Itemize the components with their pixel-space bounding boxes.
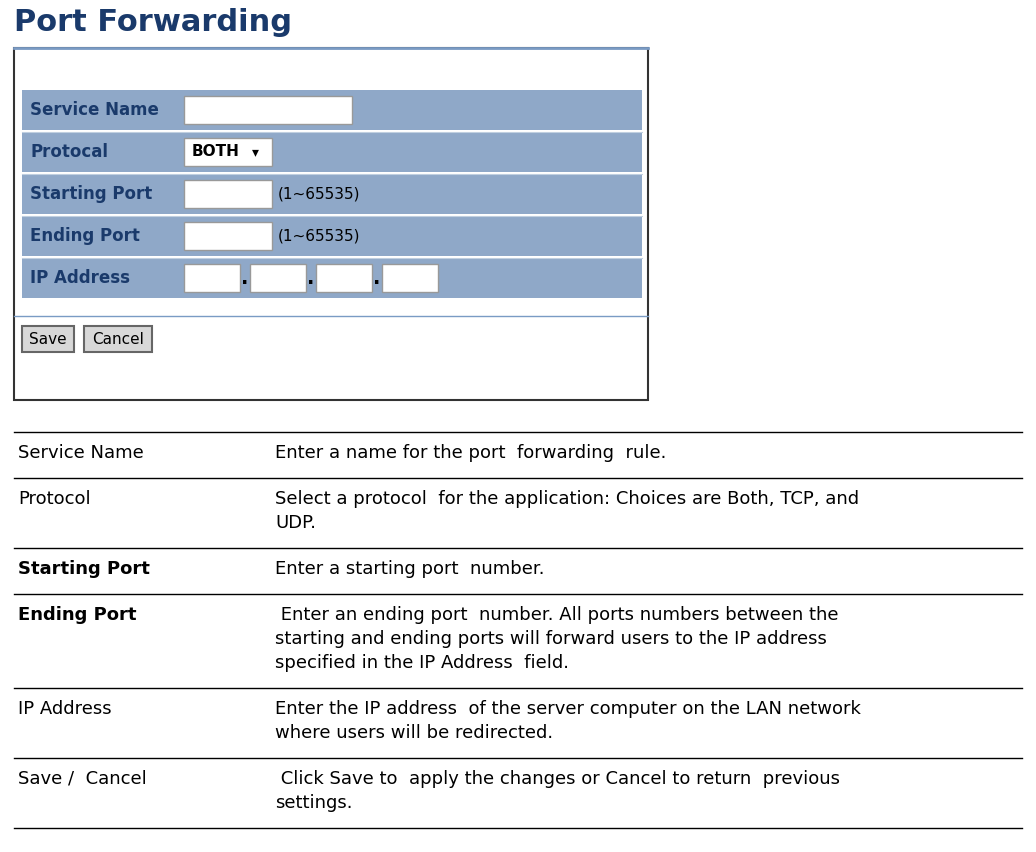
Text: starting and ending ports will forward users to the IP address: starting and ending ports will forward u… xyxy=(275,630,827,648)
Text: Starting Port: Starting Port xyxy=(18,560,150,578)
Text: Enter the IP address  of the server computer on the LAN network: Enter the IP address of the server compu… xyxy=(275,699,861,717)
FancyBboxPatch shape xyxy=(22,174,642,214)
Text: Click Save to  apply the changes or Cancel to return  previous: Click Save to apply the changes or Cance… xyxy=(275,770,840,788)
Text: ▾: ▾ xyxy=(252,145,259,159)
Text: (1~65535): (1~65535) xyxy=(278,187,361,202)
FancyBboxPatch shape xyxy=(22,90,642,130)
Text: Protocal: Protocal xyxy=(30,143,108,161)
FancyBboxPatch shape xyxy=(184,264,240,292)
Text: Enter an ending port  number. All ports numbers between the: Enter an ending port number. All ports n… xyxy=(275,606,838,624)
Text: Select a protocol  for the application: Choices are Both, TCP, and: Select a protocol for the application: C… xyxy=(275,490,859,508)
Text: .: . xyxy=(241,268,249,287)
Text: Ending Port: Ending Port xyxy=(18,606,137,624)
Text: Enter a starting port  number.: Enter a starting port number. xyxy=(275,560,545,578)
FancyBboxPatch shape xyxy=(22,132,642,172)
Text: Starting Port: Starting Port xyxy=(30,185,152,203)
Text: Save /  Cancel: Save / Cancel xyxy=(18,770,147,788)
FancyBboxPatch shape xyxy=(250,264,306,292)
Text: IP Address: IP Address xyxy=(30,269,130,287)
FancyBboxPatch shape xyxy=(184,138,272,166)
FancyBboxPatch shape xyxy=(22,216,642,256)
Text: Enter a name for the port  forwarding  rule.: Enter a name for the port forwarding rul… xyxy=(275,444,666,462)
Text: Service Name: Service Name xyxy=(30,101,159,119)
FancyBboxPatch shape xyxy=(382,264,438,292)
Text: Ending Port: Ending Port xyxy=(30,227,140,245)
Text: BOTH: BOTH xyxy=(192,145,240,159)
Text: .: . xyxy=(308,268,315,287)
FancyBboxPatch shape xyxy=(84,326,152,352)
Text: Cancel: Cancel xyxy=(92,331,144,347)
FancyBboxPatch shape xyxy=(22,326,74,352)
Text: IP Address: IP Address xyxy=(18,699,112,717)
Text: settings.: settings. xyxy=(275,794,352,812)
FancyBboxPatch shape xyxy=(184,180,272,208)
Text: Protocol: Protocol xyxy=(18,490,90,508)
Text: Port Forwarding: Port Forwarding xyxy=(15,8,292,37)
FancyBboxPatch shape xyxy=(22,258,642,298)
Text: (1~65535): (1~65535) xyxy=(278,228,361,244)
FancyBboxPatch shape xyxy=(184,96,352,124)
Text: Service Name: Service Name xyxy=(18,444,144,462)
FancyBboxPatch shape xyxy=(184,222,272,250)
FancyBboxPatch shape xyxy=(316,264,372,292)
Text: UDP.: UDP. xyxy=(275,514,316,532)
Text: .: . xyxy=(373,268,380,287)
Text: Save: Save xyxy=(29,331,66,347)
Text: where users will be redirected.: where users will be redirected. xyxy=(275,724,553,742)
Text: specified in the IP Address  field.: specified in the IP Address field. xyxy=(275,653,569,671)
